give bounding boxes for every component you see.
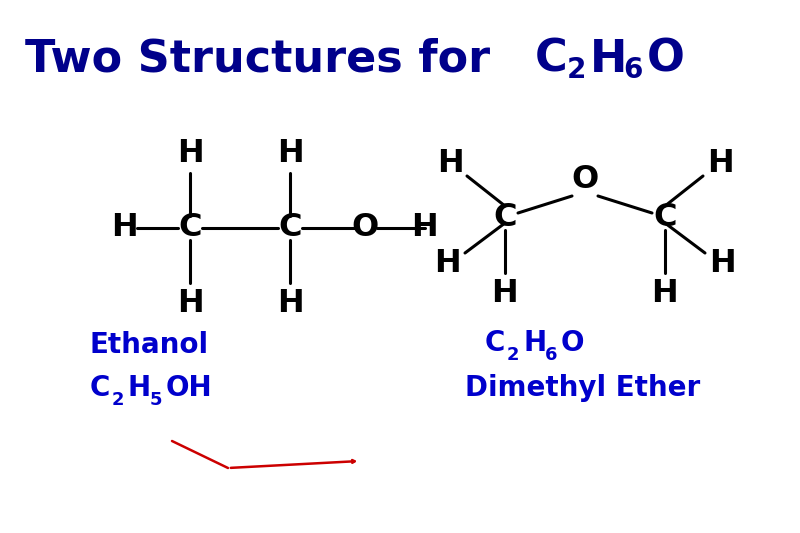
Text: Dimethyl Ether: Dimethyl Ether bbox=[465, 374, 700, 402]
Text: C: C bbox=[654, 203, 677, 233]
Text: C: C bbox=[485, 329, 506, 357]
Text: H: H bbox=[706, 148, 734, 179]
Text: H: H bbox=[590, 38, 627, 81]
Text: 2: 2 bbox=[507, 346, 519, 364]
Text: C: C bbox=[278, 213, 302, 244]
Text: H: H bbox=[277, 287, 303, 319]
Text: OH: OH bbox=[166, 374, 213, 402]
Text: O: O bbox=[647, 38, 685, 81]
Text: H: H bbox=[277, 138, 303, 168]
Text: 5: 5 bbox=[150, 391, 162, 409]
Text: H: H bbox=[709, 247, 735, 279]
Text: H: H bbox=[177, 138, 203, 168]
Text: C: C bbox=[178, 213, 202, 244]
Text: 2: 2 bbox=[112, 391, 125, 409]
Text: O: O bbox=[351, 213, 378, 244]
Text: O: O bbox=[561, 329, 585, 357]
Text: C: C bbox=[535, 38, 568, 81]
Text: Two Structures for: Two Structures for bbox=[25, 38, 521, 81]
Text: H: H bbox=[492, 278, 518, 309]
Text: H: H bbox=[177, 287, 203, 319]
Text: C: C bbox=[90, 374, 110, 402]
Text: O: O bbox=[571, 165, 598, 196]
Text: 2: 2 bbox=[567, 56, 586, 84]
Text: 6: 6 bbox=[623, 56, 642, 84]
Text: H: H bbox=[437, 148, 463, 179]
Text: Ethanol: Ethanol bbox=[90, 331, 209, 359]
Text: H: H bbox=[523, 329, 546, 357]
Text: C: C bbox=[494, 203, 517, 233]
Text: 6: 6 bbox=[545, 346, 558, 364]
Text: H: H bbox=[112, 213, 138, 244]
Text: H: H bbox=[434, 247, 462, 279]
Text: H: H bbox=[128, 374, 151, 402]
Text: H: H bbox=[412, 213, 438, 244]
Text: H: H bbox=[652, 278, 678, 309]
